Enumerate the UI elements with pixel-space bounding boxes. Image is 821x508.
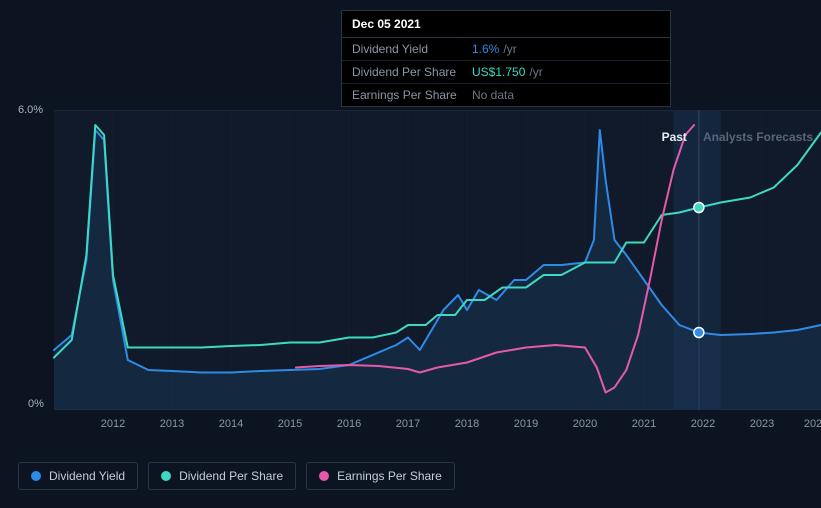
- tooltip-row: Dividend Yield1.6% /yr: [342, 38, 670, 61]
- x-tick-label: 2012: [101, 418, 125, 430]
- tooltip-row-label: Dividend Per Share: [352, 65, 472, 79]
- legend-item[interactable]: Earnings Per Share: [306, 462, 455, 490]
- legend-item[interactable]: Dividend Yield: [18, 462, 138, 490]
- tooltip-row: Earnings Per ShareNo data: [342, 84, 670, 106]
- x-tick-label: 2015: [278, 418, 302, 430]
- x-tick-label: 202: [804, 418, 821, 430]
- chart-plot-area[interactable]: [54, 110, 821, 410]
- legend-dot-icon: [161, 471, 171, 481]
- tooltip-row-unit: /yr: [529, 65, 542, 79]
- tooltip-row: Dividend Per ShareUS$1.750/yr: [342, 61, 670, 84]
- tooltip-row-value: No data: [472, 88, 514, 102]
- legend: Dividend Yield Dividend Per Share Earnings…: [18, 462, 455, 490]
- legend-label: Dividend Yield: [49, 469, 125, 483]
- tooltip-row-value: 1.6%: [472, 42, 499, 56]
- tooltip-row-label: Earnings Per Share: [352, 88, 472, 102]
- x-tick-label: 2013: [160, 418, 184, 430]
- x-tick-label: 2016: [337, 418, 361, 430]
- tooltip-row-label: Dividend Yield: [352, 42, 472, 56]
- x-tick-label: 2023: [750, 418, 774, 430]
- x-tick-label: 2018: [455, 418, 479, 430]
- legend-item[interactable]: Dividend Per Share: [148, 462, 296, 490]
- tooltip-row-unit: /yr: [503, 42, 516, 56]
- legend-label: Dividend Per Share: [179, 469, 283, 483]
- legend-dot-icon: [319, 471, 329, 481]
- legend-label: Earnings Per Share: [337, 469, 442, 483]
- x-tick-label: 2022: [691, 418, 715, 430]
- region-labels: Past Analysts Forecasts: [662, 130, 813, 144]
- tooltip-box: Dec 05 2021 Dividend Yield1.6%/yrDividen…: [341, 10, 671, 107]
- x-tick-label: 2019: [514, 418, 538, 430]
- x-tick-label: 2014: [219, 418, 243, 430]
- region-past-label: Past: [662, 130, 687, 144]
- x-axis-labels: 2012 2013 2014 2015 2016 2017 2018 2019 2020 2021…: [54, 418, 821, 438]
- x-tick-label: 2020: [573, 418, 597, 430]
- y-tick-min: 0%: [28, 398, 44, 410]
- region-forecast-label: Analysts Forecasts: [703, 130, 813, 144]
- x-tick-label: 2017: [396, 418, 420, 430]
- y-tick-max: 6.0%: [18, 104, 43, 116]
- tooltip-date: Dec 05 2021: [342, 11, 670, 38]
- y-axis-labels: 6.0% 0%: [18, 100, 52, 410]
- tooltip-row-value: US$1.750: [472, 65, 525, 79]
- legend-dot-icon: [31, 471, 41, 481]
- chart-container: 6.0% 0% Past Analysts Forecasts 2012 2013…: [18, 100, 821, 460]
- x-tick-label: 2021: [632, 418, 656, 430]
